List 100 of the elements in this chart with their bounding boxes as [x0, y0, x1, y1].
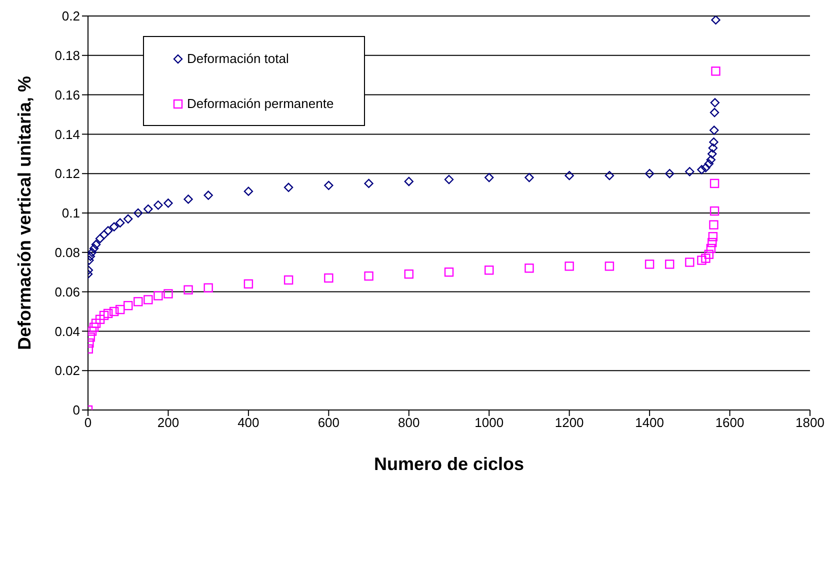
- y-tick-label: 0.18: [54, 48, 80, 64]
- point: [704, 250, 714, 259]
- point: [710, 108, 720, 118]
- point: [89, 244, 99, 254]
- point: [103, 226, 113, 236]
- y-tick-label: 0.04: [54, 324, 80, 339]
- y-tick-label: 0.14: [54, 126, 80, 142]
- point: [134, 297, 143, 306]
- point: [697, 256, 706, 265]
- point: [115, 218, 125, 228]
- point: [91, 240, 101, 250]
- point: [404, 269, 414, 279]
- x-axis-title: Numero de ciclos: [374, 454, 524, 474]
- point: [95, 234, 105, 244]
- legend-label: Deformación total: [187, 51, 289, 66]
- point: [109, 222, 119, 232]
- point: [704, 159, 714, 168]
- point: [644, 260, 654, 269]
- point: [164, 289, 173, 298]
- point: [710, 126, 719, 135]
- point: [103, 308, 113, 318]
- x-tick-label: 1800: [796, 415, 824, 430]
- point: [184, 285, 193, 294]
- point: [115, 304, 125, 314]
- point: [709, 137, 718, 147]
- point: [109, 306, 119, 316]
- point: [99, 310, 109, 320]
- point: [99, 230, 109, 240]
- point: [604, 170, 614, 180]
- point: [697, 165, 706, 174]
- y-tick-label: 0.16: [54, 87, 80, 102]
- point: [644, 169, 654, 178]
- point: [284, 275, 294, 285]
- point: [364, 271, 374, 281]
- point: [164, 198, 173, 208]
- x-tick-label: 1400: [635, 415, 664, 430]
- point: [708, 149, 717, 158]
- y-tick-label: 0.02: [54, 363, 80, 378]
- y-tick-label: 0.06: [54, 284, 80, 300]
- point: [134, 208, 143, 218]
- point: [701, 254, 710, 263]
- point: [324, 180, 334, 190]
- x-tick-label: 1000: [474, 415, 504, 430]
- point: [364, 178, 374, 188]
- point: [154, 200, 163, 210]
- point: [564, 170, 574, 180]
- point: [710, 98, 720, 108]
- point: [154, 291, 163, 300]
- point: [710, 178, 720, 188]
- point: [124, 214, 133, 224]
- point: [88, 326, 97, 336]
- point: [524, 172, 534, 182]
- point: [685, 258, 694, 267]
- point: [144, 295, 153, 304]
- point: [404, 176, 414, 186]
- point: [444, 268, 454, 277]
- x-tick-label: 800: [398, 415, 420, 430]
- point: [324, 273, 334, 283]
- point: [484, 172, 494, 182]
- x-tick-label: 600: [318, 415, 340, 430]
- x-tick-label: 1200: [554, 415, 584, 430]
- point: [484, 266, 494, 275]
- point: [184, 194, 193, 204]
- x-tick-label: 1600: [715, 415, 744, 430]
- y-tick-label: 0.08: [54, 245, 80, 260]
- point: [95, 314, 105, 324]
- y-tick-label: 0.12: [54, 166, 80, 182]
- y-tick-label: 0: [72, 402, 80, 418]
- x-tick-label: 0: [84, 415, 92, 430]
- point: [88, 248, 97, 257]
- point: [708, 238, 717, 248]
- point: [709, 220, 718, 230]
- point: [204, 190, 213, 200]
- y-axis-title: Deformación vertical unitaria, %: [14, 76, 34, 350]
- x-tick-label: 400: [238, 415, 260, 430]
- point: [124, 300, 133, 310]
- legend-label: Deformación permanente: [187, 96, 334, 111]
- point: [708, 232, 718, 242]
- y-tick-label: 0.1: [62, 206, 80, 221]
- y-tick-label: 0.2: [62, 8, 80, 24]
- point: [665, 169, 674, 178]
- point: [524, 264, 534, 273]
- point: [706, 244, 716, 254]
- x-tick-label: 200: [157, 415, 180, 430]
- point: [711, 16, 720, 25]
- point: [244, 186, 254, 196]
- point: [701, 163, 710, 172]
- point: [710, 206, 720, 216]
- point: [711, 66, 720, 76]
- point: [91, 318, 101, 328]
- point: [706, 155, 716, 164]
- point: [604, 262, 614, 271]
- point: [564, 262, 574, 271]
- point: [244, 279, 254, 289]
- point: [204, 283, 213, 292]
- point: [444, 174, 454, 184]
- point: [89, 322, 99, 332]
- point: [708, 143, 718, 153]
- point: [665, 260, 674, 269]
- point: [144, 204, 153, 214]
